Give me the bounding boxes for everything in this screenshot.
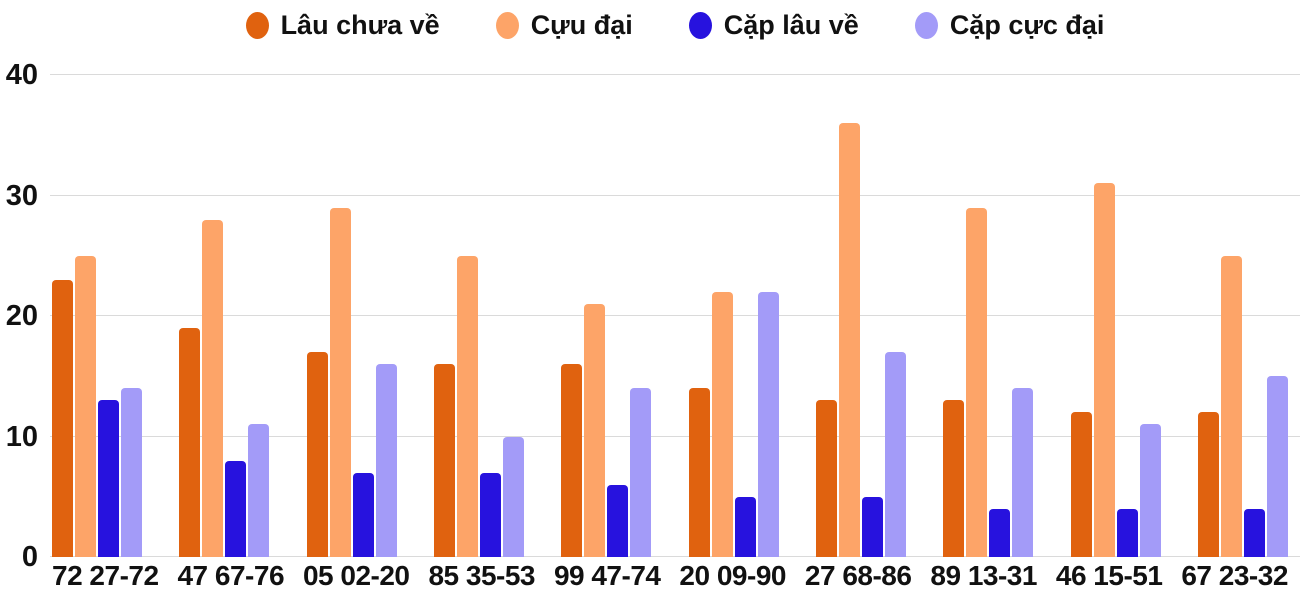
- bar-series4-group1[interactable]: [121, 388, 142, 557]
- bar-series4-group7[interactable]: [884, 352, 906, 557]
- bar-series1-group7[interactable]: [815, 400, 837, 557]
- bar-series1-group6[interactable]: [688, 388, 710, 557]
- bar-group-5: [561, 75, 652, 557]
- bar-group-8: [943, 75, 1034, 557]
- bar-series4-group10[interactable]: [1266, 376, 1288, 557]
- gridline: [50, 315, 1300, 316]
- x-axis-label-6: 20 09-90: [679, 560, 786, 591]
- x-axis-label-5: 99 47-74: [553, 560, 661, 591]
- x-axis-label-3: 05 02-20: [302, 560, 410, 591]
- legend-swatch-icon: [914, 11, 938, 39]
- x-axis-label-8: 89 13-31: [930, 560, 1037, 591]
- bar-series2-group4[interactable]: [456, 255, 478, 557]
- gridline: [50, 556, 1300, 557]
- y-tick-label: 40: [5, 59, 38, 91]
- bar-series1-group1[interactable]: [52, 279, 73, 557]
- bar-series2-group8[interactable]: [966, 207, 988, 557]
- legend-item-cuu-dai[interactable]: Cựu đại: [495, 9, 633, 41]
- y-tick-label: 30: [5, 179, 38, 212]
- x-axis-label-7: 27 68-86: [804, 560, 912, 591]
- bar-group-7: [815, 75, 906, 557]
- bar-series1-group3[interactable]: [306, 352, 328, 557]
- bar-series2-group7[interactable]: [838, 123, 860, 557]
- bar-series1-group4[interactable]: [433, 364, 455, 557]
- bar-series3-group8[interactable]: [989, 508, 1011, 557]
- bar-series1-group8[interactable]: [943, 400, 965, 557]
- x-axis-label-2: 47 67-76: [177, 560, 285, 591]
- legend-label: Cặp lâu về: [723, 9, 859, 40]
- bar-series1-group2[interactable]: [179, 328, 201, 557]
- gridline: [50, 194, 1300, 196]
- bar-series2-group1[interactable]: [75, 255, 96, 557]
- bar-groups: [50, 75, 1300, 557]
- bar-series4-group5[interactable]: [630, 388, 652, 557]
- bar-series3-group3[interactable]: [352, 472, 374, 557]
- legend-item-lau-chua-ve[interactable]: Lâu chưa về: [245, 9, 440, 41]
- gridline: [50, 74, 1300, 75]
- chart-legend: Lâu chưa về Cựu đại Cặp lâu về Cặp cực đ…: [50, 6, 1300, 44]
- y-tick-label: 20: [5, 300, 38, 332]
- legend-swatch-icon: [688, 11, 712, 39]
- legend-label: Cựu đại: [530, 9, 633, 40]
- legend-swatch-icon: [245, 11, 269, 39]
- bar-series2-group9[interactable]: [1093, 183, 1115, 557]
- bar-series4-group3[interactable]: [375, 364, 397, 557]
- x-axis: 72 27-72 47 67-76 05 02-20 85 35-53 99 47-74…: [50, 560, 1300, 592]
- x-axis-label-9: 46 15-51: [1055, 560, 1163, 591]
- bar-series2-group6[interactable]: [711, 291, 733, 557]
- bar-group-2: [179, 75, 270, 557]
- bar-series3-group9[interactable]: [1116, 508, 1138, 557]
- bar-group-1: [52, 75, 142, 557]
- gridline: [50, 435, 1300, 437]
- y-axis: 0 10 20 30 40: [0, 60, 38, 572]
- bar-group-6: [688, 75, 779, 557]
- x-axis-label-10: 67 23-32: [1181, 560, 1288, 591]
- legend-item-cap-cuc-dai[interactable]: Cặp cực đại: [914, 9, 1105, 41]
- bar-series4-group8[interactable]: [1012, 388, 1034, 557]
- bar-group-4: [433, 75, 524, 557]
- bar-series4-group6[interactable]: [757, 291, 779, 557]
- bar-series2-group2[interactable]: [202, 219, 224, 557]
- y-tick-label: 0: [21, 541, 38, 573]
- bar-group-9: [1070, 75, 1161, 557]
- bar-series3-group6[interactable]: [734, 496, 756, 557]
- bar-series1-group9[interactable]: [1070, 412, 1092, 557]
- bar-series3-group1[interactable]: [98, 400, 119, 557]
- bar-series4-group4[interactable]: [502, 436, 524, 557]
- bar-series2-group10[interactable]: [1220, 255, 1242, 557]
- y-tick-label: 10: [5, 420, 38, 453]
- x-axis-label-4: 85 35-53: [428, 560, 535, 591]
- bar-series3-group5[interactable]: [607, 484, 629, 557]
- legend-item-cap-lau-ve[interactable]: Cặp lâu về: [688, 9, 859, 41]
- x-axis-label-1: 72 27-72: [52, 560, 159, 591]
- bar-series2-group3[interactable]: [329, 207, 351, 557]
- bar-series3-group4[interactable]: [479, 472, 501, 557]
- bar-series4-group2[interactable]: [248, 424, 270, 557]
- bar-group-10: [1197, 75, 1288, 557]
- bar-series3-group10[interactable]: [1243, 508, 1265, 557]
- plot-area: [50, 74, 1300, 557]
- bar-series1-group5[interactable]: [561, 364, 583, 557]
- bar-series2-group5[interactable]: [584, 303, 606, 557]
- legend-swatch-icon: [495, 11, 519, 39]
- legend-label: Lâu chưa về: [280, 9, 440, 40]
- bar-group-3: [306, 75, 397, 557]
- bar-series3-group7[interactable]: [861, 496, 883, 557]
- bar-series1-group10[interactable]: [1197, 412, 1219, 557]
- bar-series3-group2[interactable]: [225, 460, 247, 557]
- legend-label: Cặp cực đại: [949, 9, 1105, 40]
- bar-series4-group9[interactable]: [1139, 424, 1161, 557]
